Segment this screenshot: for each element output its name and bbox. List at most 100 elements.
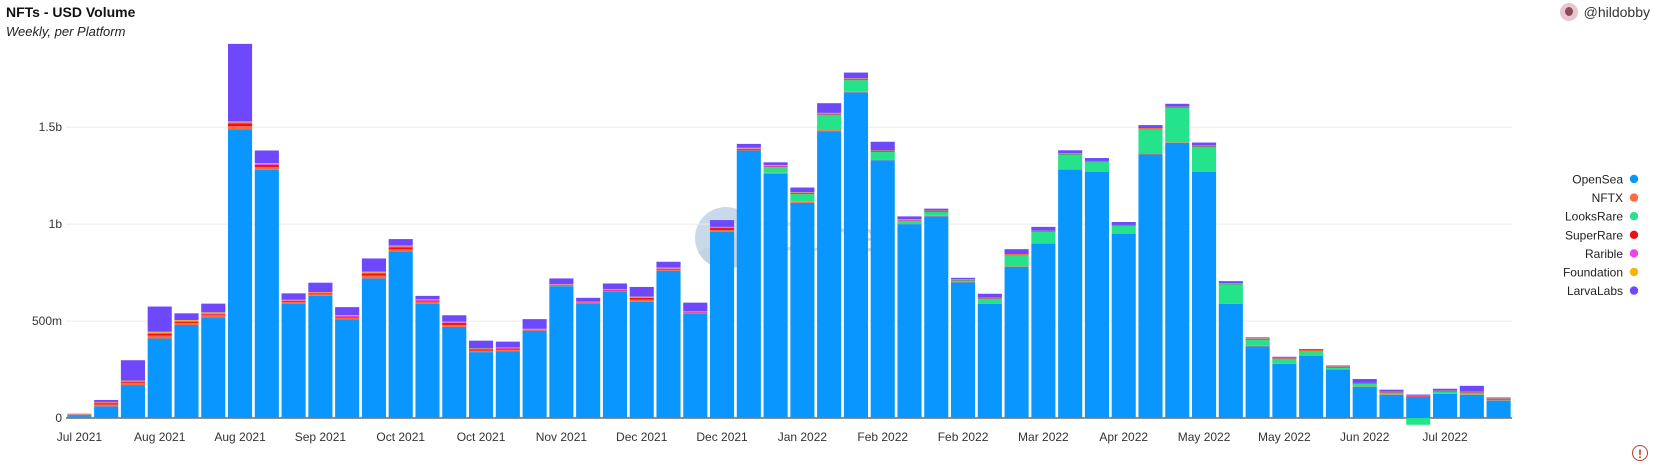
bar-segment-larvalabs bbox=[522, 319, 547, 329]
bar-segment-opensea bbox=[1433, 393, 1458, 418]
bar-segment-looksrare bbox=[843, 80, 868, 92]
legend-swatch bbox=[1629, 267, 1639, 277]
bar-segment-superrare bbox=[790, 193, 815, 195]
bar-segment-opensea bbox=[1245, 346, 1270, 418]
bar-segment-superrare bbox=[174, 322, 199, 324]
bar-segment-larvalabs bbox=[201, 303, 226, 313]
bar-segment-superrare bbox=[897, 220, 922, 221]
bar-segment-superrare bbox=[281, 301, 306, 303]
bar-segment-opensea bbox=[147, 338, 172, 418]
bar-segment-superrare bbox=[1004, 254, 1029, 256]
bar-segment-rarible bbox=[361, 272, 386, 274]
bar-segment-nftx bbox=[1486, 400, 1511, 401]
bar-segment-larvalabs bbox=[977, 293, 1002, 298]
y-tick-label: 500m bbox=[32, 314, 62, 328]
bar-segment-looksrare bbox=[1272, 358, 1297, 364]
bar-segment-larvalabs bbox=[94, 399, 119, 402]
bar-segment-nftx bbox=[1459, 394, 1484, 395]
author-link[interactable]: @hildobby bbox=[1559, 3, 1650, 21]
legend-swatch bbox=[1629, 249, 1639, 258]
bar-segment-looksrare bbox=[1379, 392, 1404, 395]
bar-segment-larvalabs bbox=[469, 340, 494, 349]
bar-segment-opensea bbox=[817, 131, 842, 418]
bar-segment-foundation bbox=[67, 414, 92, 415]
bar-segment-larvalabs bbox=[1138, 125, 1163, 129]
bar-segment-superrare bbox=[1058, 153, 1083, 155]
bar-segment-larvalabs bbox=[763, 162, 788, 166]
bar-segment-larvalabs bbox=[1325, 365, 1350, 367]
bar-segment-larvalabs bbox=[924, 208, 949, 211]
bar-segment-foundation bbox=[1299, 349, 1324, 351]
bar-segment-opensea bbox=[951, 282, 976, 418]
bar-segment-rarible bbox=[442, 322, 467, 324]
bar-segment-larvalabs bbox=[415, 295, 440, 300]
bar-segment-opensea bbox=[1272, 363, 1297, 418]
bar-segment-larvalabs bbox=[1192, 142, 1217, 146]
bar-segment-superrare bbox=[254, 165, 279, 167]
bar-segment-opensea bbox=[1165, 142, 1190, 418]
bar-segment-foundation bbox=[308, 292, 333, 293]
bar-segment-rarible bbox=[817, 113, 842, 115]
bar-segment-larvalabs bbox=[308, 282, 333, 292]
bar-segment-rarible bbox=[335, 315, 360, 317]
legend-swatch bbox=[1629, 174, 1639, 184]
bar-segment-superrare bbox=[1192, 146, 1217, 147]
bar-segment-opensea bbox=[1406, 396, 1431, 418]
bar-segment-opensea bbox=[683, 313, 708, 418]
bar-segment-opensea bbox=[1325, 369, 1350, 418]
bar-segment-foundation bbox=[951, 279, 976, 280]
legend-label: Rarible bbox=[1585, 247, 1623, 261]
bar-segment-looksrare bbox=[870, 151, 895, 160]
bar-segment-nftx bbox=[228, 126, 253, 130]
bar-segment-opensea bbox=[1058, 169, 1083, 418]
bar-segment-foundation bbox=[1138, 128, 1163, 129]
bar-segment-foundation bbox=[1084, 160, 1109, 162]
bar-segment-superrare bbox=[870, 151, 895, 152]
bar-segment-larvalabs bbox=[388, 239, 413, 246]
bar-segment-rarible bbox=[308, 292, 333, 294]
bar-segment-larvalabs bbox=[281, 293, 306, 300]
warning-icon[interactable]: ! bbox=[1632, 445, 1648, 461]
bar-segment-foundation bbox=[629, 296, 654, 298]
x-tick-label: Apr 2022 bbox=[1099, 430, 1148, 444]
bar-segment-looksrare bbox=[1084, 161, 1109, 172]
bar-segment-nftx bbox=[549, 285, 574, 287]
bar-segment-superrare bbox=[1325, 367, 1350, 368]
bar-segment-opensea bbox=[870, 160, 895, 418]
bar-segment-superrare bbox=[1272, 358, 1297, 359]
bar-segment-larvalabs bbox=[1433, 388, 1458, 391]
bar-segment-rarible bbox=[576, 302, 601, 303]
bar-segment-superrare bbox=[736, 148, 761, 150]
bar-segment-superrare bbox=[361, 273, 386, 276]
bar-segment-nftx bbox=[174, 323, 199, 325]
bar-segment-superrare bbox=[629, 297, 654, 300]
bar-segment-looksrare bbox=[790, 194, 815, 202]
bar-segment-rarible bbox=[147, 332, 172, 334]
bar-segment-larvalabs bbox=[1031, 226, 1056, 231]
bar-segment-rarible bbox=[228, 122, 253, 124]
bar-segment-nftx bbox=[870, 159, 895, 161]
bar-segment-opensea bbox=[469, 352, 494, 418]
bar-segment-opensea bbox=[602, 292, 627, 418]
bar-segment-nftx bbox=[1379, 394, 1404, 395]
bar-segment-superrare bbox=[228, 123, 253, 127]
bar-segment-nftx bbox=[897, 223, 922, 225]
bar-segment-foundation bbox=[1058, 153, 1083, 154]
bar-segment-superrare bbox=[1084, 161, 1109, 163]
bar-segment-superrare bbox=[1459, 392, 1484, 393]
bar-segment-opensea bbox=[1352, 386, 1377, 418]
bar-segment-larvalabs bbox=[1004, 249, 1029, 255]
x-tick-label: Jul 2021 bbox=[57, 430, 103, 444]
bar-segment-foundation bbox=[469, 348, 494, 349]
bar-segment-nftx bbox=[576, 303, 601, 304]
bar-segment-larvalabs bbox=[870, 141, 895, 151]
bar-segment-superrare bbox=[147, 333, 172, 336]
bar-segment-superrare bbox=[1138, 128, 1163, 130]
bar-segment-rarible bbox=[94, 402, 119, 404]
bar-segment-looksrare bbox=[1218, 283, 1243, 304]
bar-segment-superrare bbox=[817, 114, 842, 115]
bar-segment-superrare bbox=[1406, 396, 1431, 397]
bar-segment-rarible bbox=[736, 148, 761, 149]
bar-segment-superrare bbox=[308, 293, 333, 295]
bar-segment-superrare bbox=[1299, 350, 1324, 352]
